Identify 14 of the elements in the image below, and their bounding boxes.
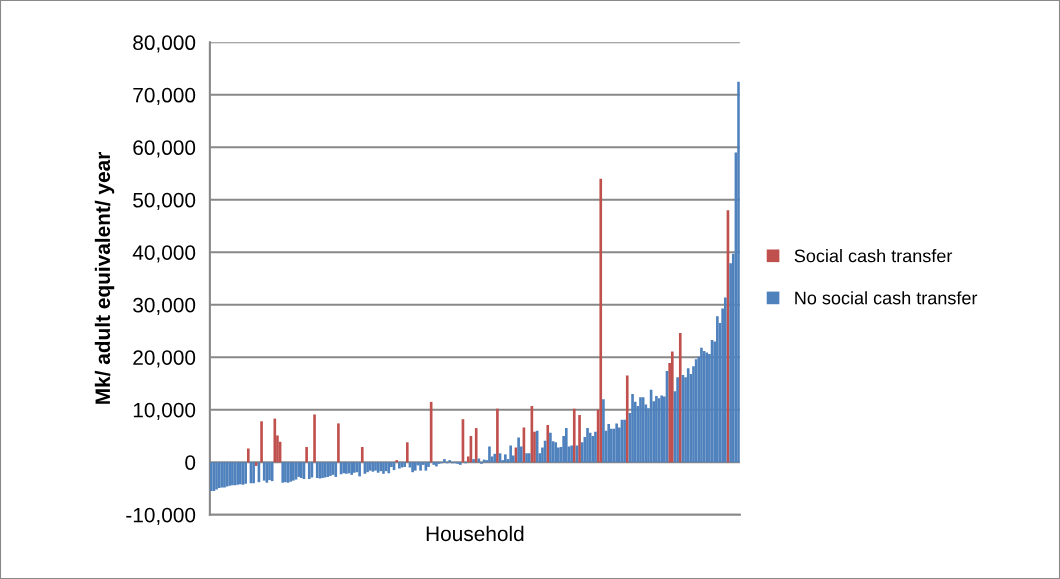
y-tick-label: 50,000 (133, 192, 196, 210)
y-tick-label: -10,000 (126, 507, 196, 525)
y-tick-label: 80,000 (133, 35, 196, 53)
x-axis-title: Household (426, 525, 524, 542)
y-tick-label: 10,000 (133, 402, 196, 420)
y-tick-label: 30,000 (133, 297, 196, 315)
legend-label: No social cash transfer (795, 291, 978, 305)
y-tick-label: 0 (185, 455, 196, 470)
y-tick-label: 20,000 (133, 350, 196, 368)
y-axis-title: Mk/ adult equivalent/ year (94, 152, 115, 404)
legend-label: Social cash transfer (794, 249, 953, 263)
y-tick-label: 40,000 (132, 245, 196, 263)
y-tick-label: 60,000 (133, 140, 196, 158)
y-tick-label: 70,000 (133, 87, 196, 105)
